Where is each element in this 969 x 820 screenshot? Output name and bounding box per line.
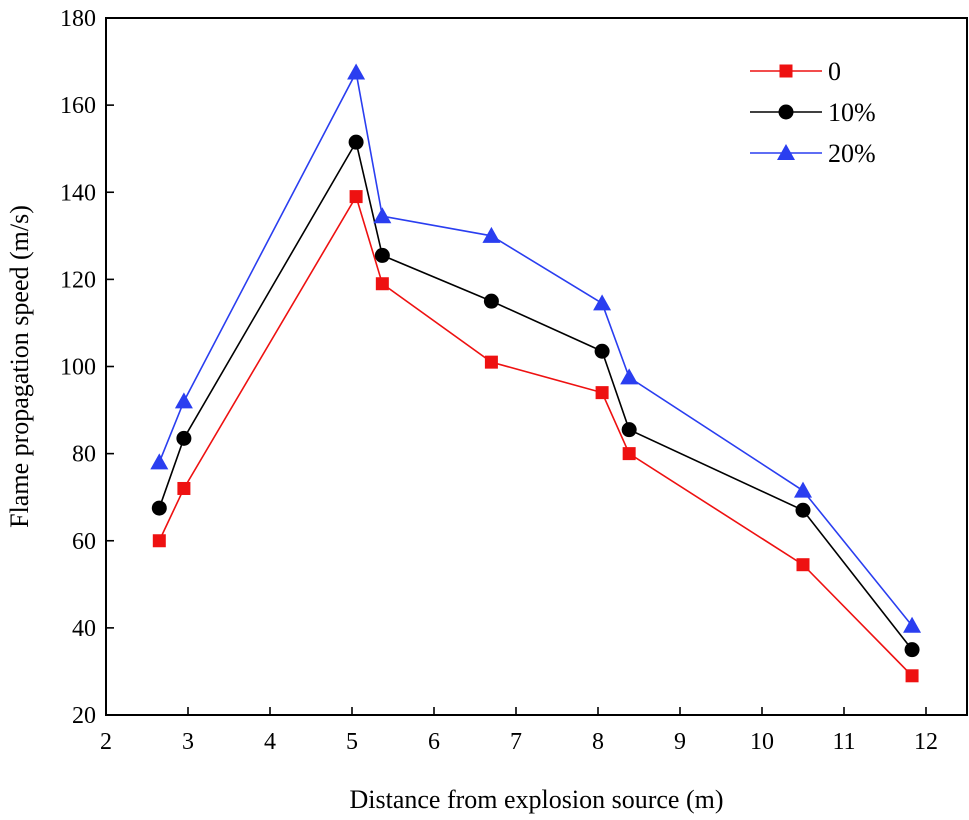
y-tick-label: 20 [72,703,96,729]
data-point-triangle [150,453,169,470]
data-point-circle [904,642,920,658]
data-point-square [484,355,498,369]
data-point-square [375,277,389,291]
data-point-triangle [373,207,392,224]
y-tick-label: 40 [72,616,96,642]
data-point-circle [176,430,192,446]
data-point-triangle [174,392,193,409]
y-tick-label: 160 [60,93,96,119]
data-point-circle [348,134,364,150]
x-tick-label: 10 [750,729,774,755]
data-point-circle [151,500,167,516]
legend-marker-triangle [777,144,795,160]
data-point-circle [621,422,637,438]
data-point-square [905,669,919,683]
series-line-20% [158,70,913,627]
legend-label: 10% [828,98,876,127]
x-tick-label: 8 [592,729,604,755]
x-tick-label: 12 [914,729,938,755]
x-tick-label: 6 [428,729,440,755]
legend-marker-circle [778,104,794,120]
legend-marker-square [779,64,793,78]
data-point-circle [374,247,390,263]
y-tick-label: 180 [60,6,96,32]
y-axis-title: Flame propagation speed (m/s) [5,205,34,528]
data-point-triangle [593,294,612,311]
data-point-triangle [794,481,812,498]
data-point-square [349,190,363,204]
data-point-triangle [347,63,366,80]
x-tick-label: 11 [832,729,855,755]
x-tick-label: 2 [100,729,112,755]
x-axis-title: Distance from explosion source (m) [349,785,723,814]
data-point-triangle [903,616,922,633]
data-point-circle [594,343,610,359]
y-tick-label: 60 [72,529,96,555]
series-line-10% [158,140,913,651]
data-point-square [152,534,166,548]
data-point-triangle [482,226,501,243]
x-tick-label: 4 [264,729,276,755]
data-point-square [595,386,609,400]
axes-layer: 2 3 4 5 6 7 8 9 10 11 12 20 40 60 80 100 120 140 160 180 [60,6,968,755]
x-tick-label: 5 [346,729,358,755]
legend-label: 20% [828,139,876,168]
data-point-square [796,558,810,572]
legend: 0 10% 20% [750,57,876,168]
y-tick-label: 80 [72,442,96,468]
x-tick-label: 9 [674,729,686,755]
data-point-square [177,481,191,495]
x-tick-label: 7 [510,729,522,755]
series-layer [150,63,922,683]
y-tick-label: 120 [60,267,96,293]
data-point-square [622,447,636,461]
x-tick-label: 3 [182,729,194,755]
y-tick-label: 140 [60,180,96,206]
data-point-circle [483,293,499,309]
data-point-circle [795,502,811,518]
series-line-0 [158,194,913,677]
data-point-triangle [620,368,639,385]
y-tick-label: 100 [60,355,96,381]
legend-label: 0 [828,57,841,86]
